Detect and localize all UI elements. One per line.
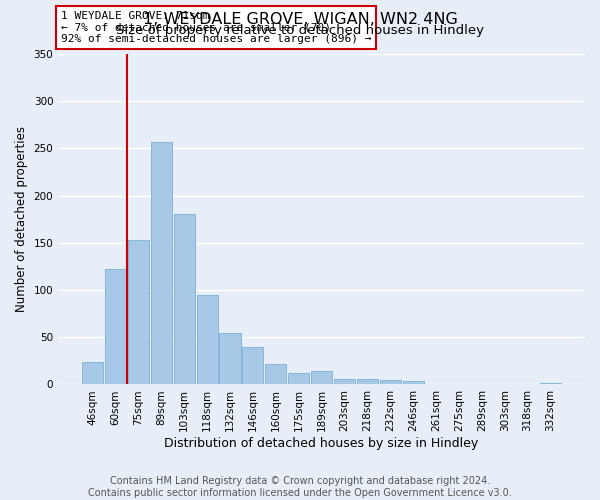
Bar [357, 379, 378, 384]
Bar [380, 380, 401, 384]
Y-axis label: Number of detached properties: Number of detached properties [15, 126, 28, 312]
Bar [403, 380, 424, 384]
Bar [265, 364, 286, 384]
Bar [128, 240, 149, 384]
Bar [82, 362, 103, 384]
Bar [288, 373, 309, 384]
Text: Size of property relative to detached houses in Hindley: Size of property relative to detached ho… [116, 24, 484, 37]
Bar [311, 371, 332, 384]
Bar [540, 382, 561, 384]
Bar [242, 346, 263, 385]
Bar [220, 332, 241, 384]
X-axis label: Distribution of detached houses by size in Hindley: Distribution of detached houses by size … [164, 437, 479, 450]
Bar [197, 295, 218, 384]
Bar [151, 142, 172, 384]
Bar [334, 379, 355, 384]
Text: Contains HM Land Registry data © Crown copyright and database right 2024.
Contai: Contains HM Land Registry data © Crown c… [88, 476, 512, 498]
Text: 1, WEYDALE GROVE, WIGAN, WN2 4NG: 1, WEYDALE GROVE, WIGAN, WN2 4NG [143, 12, 457, 28]
Bar [173, 214, 195, 384]
Bar [105, 270, 126, 384]
Text: 1 WEYDALE GROVE: 71sqm
← 7% of detached houses are smaller (70)
92% of semi-deta: 1 WEYDALE GROVE: 71sqm ← 7% of detached … [61, 11, 371, 44]
